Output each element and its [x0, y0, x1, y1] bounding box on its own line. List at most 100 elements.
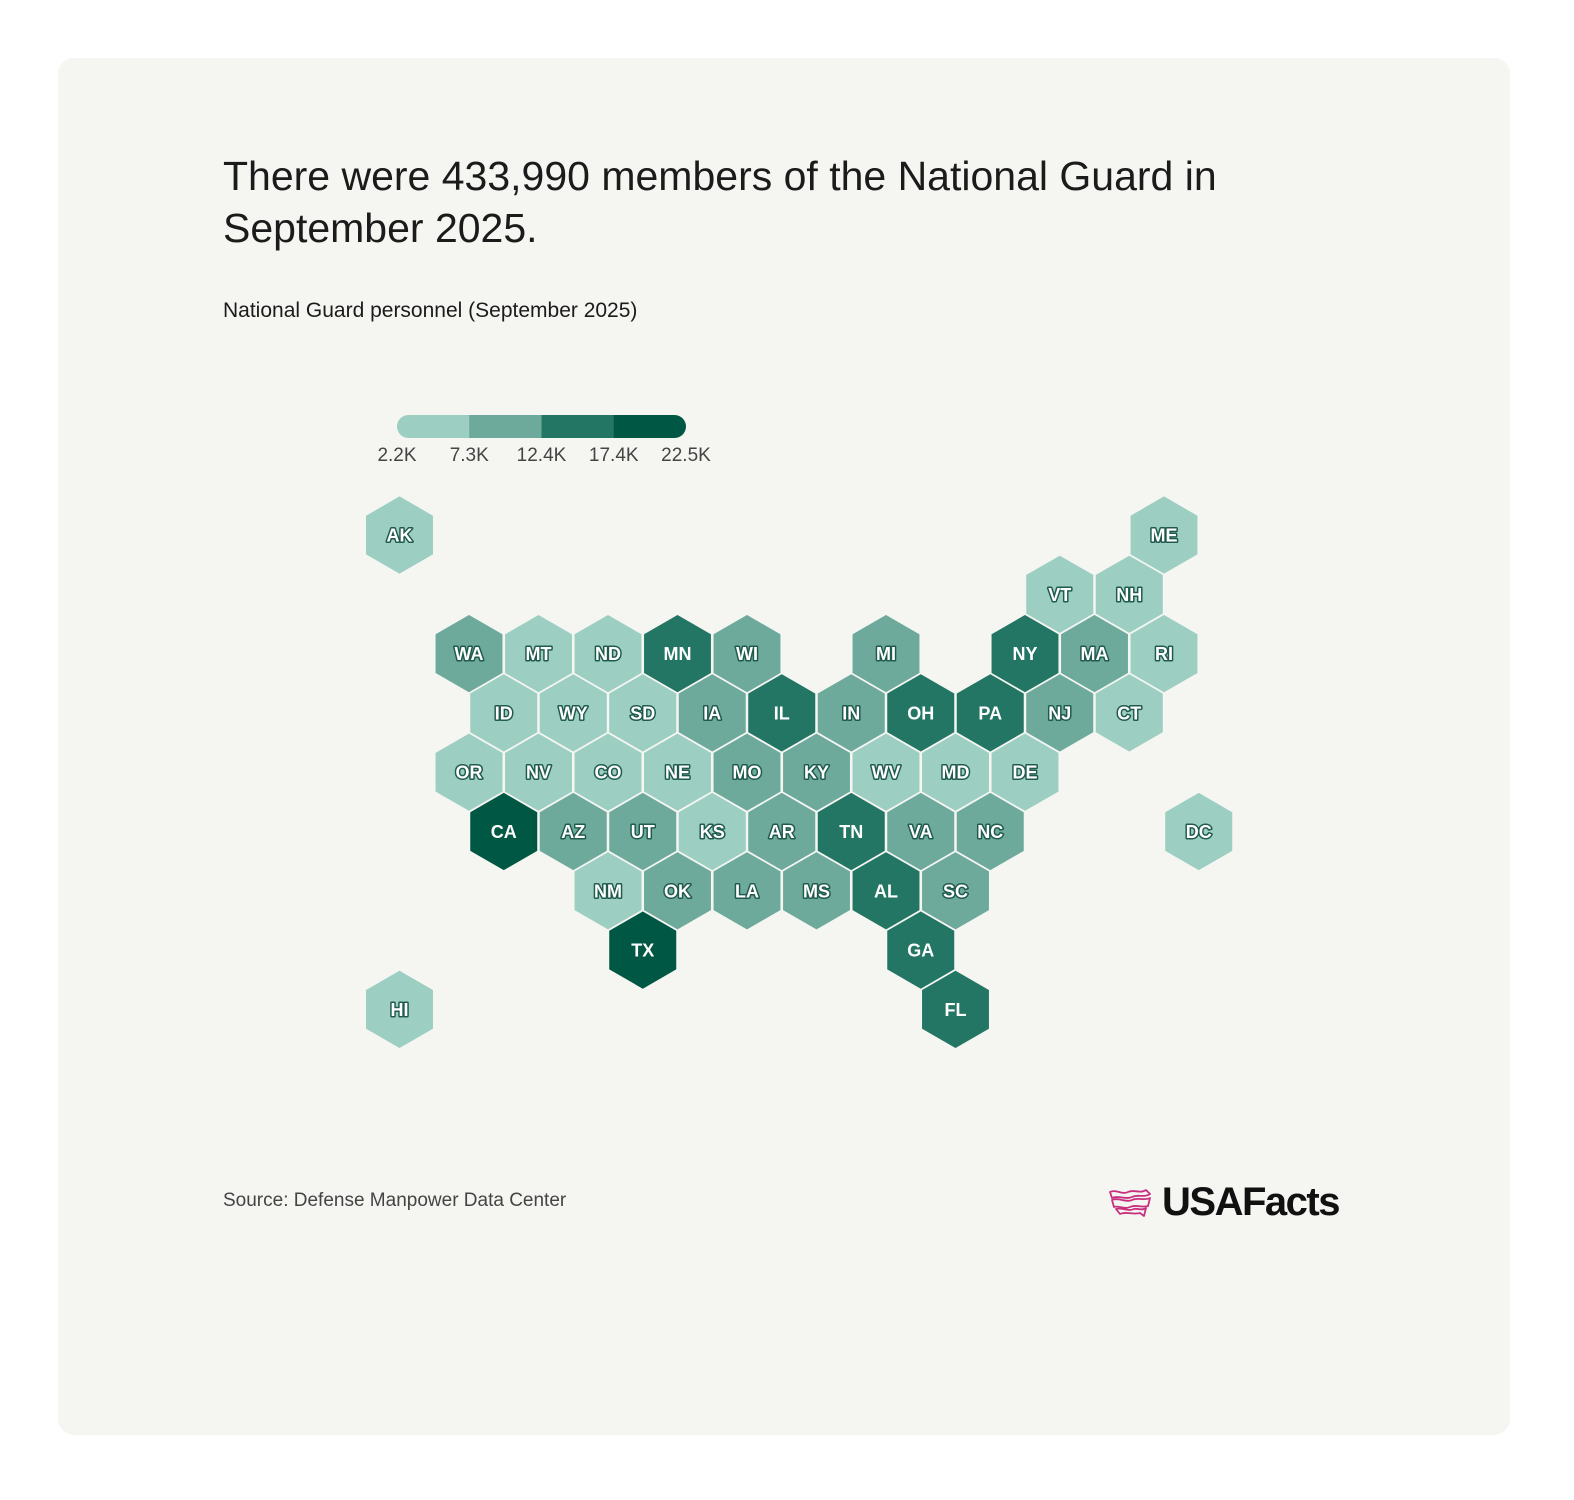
state-label: NJ: [1048, 703, 1071, 723]
hex-shape: [1094, 672, 1165, 754]
state-hex-nd[interactable]: ND: [573, 613, 643, 694]
state-label: DC: [1186, 822, 1212, 842]
chart-title: There were 433,990 members of the Nation…: [223, 153, 1217, 251]
state-label: AR: [769, 822, 795, 842]
state-hex-ut[interactable]: UT: [607, 791, 678, 872]
state-hex-hi[interactable]: HI: [364, 969, 435, 1050]
state-hex-la[interactable]: LA: [712, 850, 782, 932]
state-hex-ny[interactable]: NY: [990, 613, 1060, 694]
state-hex-nh[interactable]: NH: [1094, 553, 1165, 635]
legend-tick-label: 17.4K: [589, 445, 639, 466]
state-label: ND: [595, 644, 621, 664]
state-label: AK: [387, 526, 413, 546]
state-hex-de[interactable]: DE: [990, 731, 1060, 813]
hex-shape: [364, 494, 435, 576]
state-label: VA: [909, 822, 933, 842]
us-flag-map-icon: [1109, 1188, 1151, 1217]
state-hex-pa[interactable]: PA: [955, 672, 1026, 754]
state-hex-me[interactable]: ME: [1129, 494, 1199, 576]
state-label: MS: [803, 881, 830, 901]
state-hex-ia[interactable]: IA: [677, 672, 748, 754]
state-label: OK: [664, 881, 691, 901]
state-hex-wv[interactable]: WV: [851, 731, 921, 813]
legend-tick-label: 12.4K: [517, 445, 567, 466]
state-label: WA: [455, 644, 484, 664]
state-label: FL: [945, 1000, 967, 1020]
state-label: IN: [842, 703, 860, 723]
usafacts-logo[interactable]: USAFacts: [1108, 1180, 1340, 1225]
state-label: MN: [664, 644, 692, 664]
logo-text: USAFacts: [1162, 1180, 1340, 1224]
legend-swatch-3: [541, 415, 615, 438]
hex-shape: [781, 850, 852, 932]
state-hex-ne[interactable]: NE: [642, 731, 713, 813]
state-label: NH: [1116, 585, 1142, 605]
state-hex-wi[interactable]: WI: [712, 613, 782, 694]
state-label: NY: [1012, 644, 1037, 664]
state-label: IA: [703, 703, 721, 723]
state-label: KY: [804, 763, 829, 783]
state-label: KS: [700, 822, 725, 842]
legend-swatch-1: [397, 415, 470, 438]
state-hex-or[interactable]: OR: [434, 731, 504, 813]
state-label: DE: [1012, 763, 1037, 783]
state-hex-mn[interactable]: MN: [642, 613, 713, 694]
state-label: OR: [456, 763, 483, 783]
state-hex-tx[interactable]: TX: [607, 909, 678, 991]
hex-shape: [712, 850, 782, 932]
state-hex-nc[interactable]: NC: [955, 791, 1026, 872]
state-label: SC: [943, 881, 968, 901]
state-label: MI: [876, 644, 896, 664]
state-label: CO: [595, 763, 622, 783]
state-label: WI: [736, 644, 758, 664]
state-label: MA: [1081, 644, 1109, 664]
hex-shape: [1163, 791, 1234, 872]
state-hex-sc[interactable]: SC: [920, 850, 991, 932]
state-label: ID: [495, 703, 513, 723]
state-label: CA: [491, 822, 517, 842]
state-label: NM: [594, 881, 622, 901]
state-hex-ri[interactable]: RI: [1129, 613, 1199, 694]
state-hex-vt[interactable]: VT: [1024, 553, 1095, 635]
state-hex-nv[interactable]: NV: [503, 731, 574, 813]
legend-swatch-2: [469, 415, 542, 438]
legend-tick-label: 7.3K: [450, 445, 489, 466]
state-hex-nm[interactable]: NM: [573, 850, 643, 932]
state-hex-ct[interactable]: CT: [1094, 672, 1165, 754]
state-label: NV: [526, 763, 551, 783]
hex-shape: [920, 969, 991, 1050]
state-hex-ak[interactable]: AK: [364, 494, 435, 576]
state-label: OH: [907, 703, 934, 723]
state-label: IL: [774, 703, 790, 723]
state-label: HI: [391, 1000, 409, 1020]
source-note: Source: Defense Manpower Data Center: [223, 1190, 567, 1211]
state-hex-fl[interactable]: FL: [920, 969, 991, 1050]
state-hex-nj[interactable]: NJ: [1024, 672, 1095, 754]
state-label: MT: [526, 644, 552, 664]
state-label: MD: [942, 763, 970, 783]
legend-tick-label: 22.5K: [661, 445, 711, 466]
state-hex-ok[interactable]: OK: [642, 850, 713, 932]
state-hex-md[interactable]: MD: [920, 731, 991, 813]
state-label: GA: [907, 941, 934, 961]
state-label: WY: [559, 703, 588, 723]
state-hex-wy[interactable]: WY: [538, 672, 609, 754]
state-label: WV: [872, 763, 901, 783]
state-hex-ms[interactable]: MS: [781, 850, 852, 932]
state-hex-dc[interactable]: DC: [1163, 791, 1234, 872]
state-label: VT: [1048, 585, 1071, 605]
state-hex-mi[interactable]: MI: [851, 613, 921, 694]
hex-tiles: AK ME VT NH WA MT ND MN WI MI NY MA RI ID WY SD IA IL IN OH…: [364, 494, 1234, 1050]
state-hex-mt[interactable]: MT: [503, 613, 574, 694]
state-label: TX: [631, 941, 654, 961]
state-label: SD: [630, 703, 655, 723]
state-hex-ks[interactable]: KS: [677, 791, 748, 872]
state-hex-co[interactable]: CO: [573, 731, 643, 813]
state-hex-ca[interactable]: CA: [468, 791, 539, 872]
state-label: NC: [977, 822, 1003, 842]
state-label: TN: [839, 822, 863, 842]
state-label: AZ: [561, 822, 585, 842]
hex-shape: [468, 791, 539, 872]
legend-swatch-4: [613, 415, 686, 438]
